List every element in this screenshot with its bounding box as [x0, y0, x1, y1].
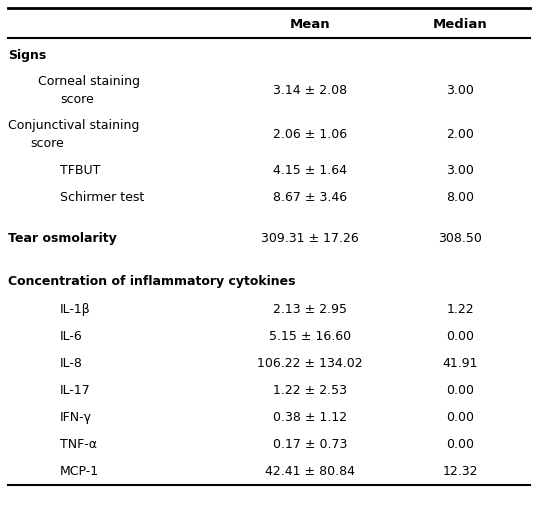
- Text: TNF-α: TNF-α: [60, 438, 97, 451]
- Text: IL-6: IL-6: [60, 330, 83, 343]
- Text: 0.00: 0.00: [446, 411, 474, 424]
- Text: Median: Median: [433, 18, 487, 31]
- Text: IL-1β: IL-1β: [60, 303, 91, 316]
- Text: 1.22: 1.22: [446, 303, 474, 316]
- Text: 12.32: 12.32: [442, 465, 478, 478]
- Text: score: score: [60, 93, 94, 106]
- Text: 0.38 ± 1.12: 0.38 ± 1.12: [273, 411, 347, 424]
- Text: IL-8: IL-8: [60, 357, 83, 370]
- Text: 308.50: 308.50: [438, 232, 482, 245]
- Text: 3.14 ± 2.08: 3.14 ± 2.08: [273, 84, 347, 98]
- Text: Signs: Signs: [8, 49, 46, 62]
- Text: 42.41 ± 80.84: 42.41 ± 80.84: [265, 465, 355, 478]
- Text: 0.00: 0.00: [446, 330, 474, 343]
- Text: 8.00: 8.00: [446, 191, 474, 204]
- Text: Tear osmolarity: Tear osmolarity: [8, 232, 117, 245]
- Text: 2.06 ± 1.06: 2.06 ± 1.06: [273, 128, 347, 141]
- Text: IFN-γ: IFN-γ: [60, 411, 92, 424]
- Text: Mean: Mean: [289, 18, 330, 31]
- Text: 0.17 ± 0.73: 0.17 ± 0.73: [273, 438, 347, 451]
- Text: 2.00: 2.00: [446, 128, 474, 141]
- Text: MCP-1: MCP-1: [60, 465, 99, 478]
- Text: 3.00: 3.00: [446, 164, 474, 177]
- Text: Concentration of inflammatory cytokines: Concentration of inflammatory cytokines: [8, 275, 295, 288]
- Text: Corneal staining: Corneal staining: [38, 75, 140, 88]
- Text: 41.91: 41.91: [442, 357, 478, 370]
- Text: 8.67 ± 3.46: 8.67 ± 3.46: [273, 191, 347, 204]
- Text: 2.13 ± 2.95: 2.13 ± 2.95: [273, 303, 347, 316]
- Text: 4.15 ± 1.64: 4.15 ± 1.64: [273, 164, 347, 177]
- Text: IL-17: IL-17: [60, 384, 91, 397]
- Text: 3.00: 3.00: [446, 84, 474, 98]
- Text: 106.22 ± 134.02: 106.22 ± 134.02: [257, 357, 363, 370]
- Text: 309.31 ± 17.26: 309.31 ± 17.26: [261, 232, 359, 245]
- Text: score: score: [30, 137, 63, 150]
- Text: Schirmer test: Schirmer test: [60, 191, 144, 204]
- Text: Conjunctival staining: Conjunctival staining: [8, 119, 139, 132]
- Text: 5.15 ± 16.60: 5.15 ± 16.60: [269, 330, 351, 343]
- Text: 0.00: 0.00: [446, 438, 474, 451]
- Text: TFBUT: TFBUT: [60, 164, 101, 177]
- Text: 0.00: 0.00: [446, 384, 474, 397]
- Text: 1.22 ± 2.53: 1.22 ± 2.53: [273, 384, 347, 397]
